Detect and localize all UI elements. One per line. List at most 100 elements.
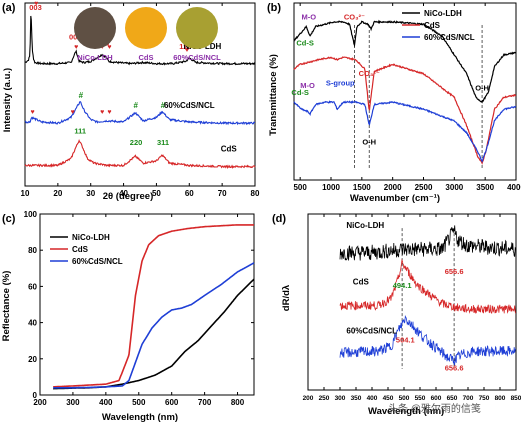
panel-d-frame <box>307 213 517 391</box>
panel-d-ylabel: dR/dλ <box>281 284 292 311</box>
panel-a-series-0 <box>24 15 256 66</box>
panel-a-xtick-label: 60 <box>185 189 194 198</box>
panel-c-series-0 <box>53 278 255 390</box>
panel-a-series-label: 60%CdS/NCL <box>164 101 215 110</box>
hash-marker: # <box>134 101 139 110</box>
panel-d-annotation: 656.6 <box>445 364 464 373</box>
panel-b-annotation: M-O <box>302 13 317 22</box>
panel-b-xlabel: Wavenumber (cm⁻¹) <box>350 193 440 204</box>
panel-c-xtick-label: 200 <box>33 398 47 407</box>
panel-c-xtick-label: 500 <box>132 398 146 407</box>
panel-b-legend-label: CdS <box>424 21 441 30</box>
panel-b-legend: NiCo-LDH CdS 60%CdS/NCL <box>402 9 475 42</box>
panel-a-annotation: 311 <box>157 138 169 147</box>
panel-d-xtick-label: 300 <box>335 395 346 402</box>
panel-a-xtick-label: 30 <box>86 189 95 198</box>
panel-a-sample-photos: NiCo-LDH CdS 60%CdS/NCL <box>74 7 221 62</box>
panel-d-annotation: 656.6 <box>445 267 464 276</box>
panel-b-xtick-label: 2000 <box>384 183 402 192</box>
panel-d-xtick-label: 600 <box>431 395 442 402</box>
panel-a-series-label: CdS <box>221 145 238 154</box>
panel-a-xlabel: 2θ (degree) <box>103 191 154 202</box>
panel-b-annotation: O-H <box>362 138 376 147</box>
panel-b-xtick-label: 3500 <box>476 183 494 192</box>
panel-a-xtick-label: 20 <box>53 189 62 198</box>
panel-b-legend-label: NiCo-LDH <box>424 9 462 18</box>
panel-a-xtick-label: 10 <box>21 189 30 198</box>
photo-label-nico-ldh: NiCo-LDH <box>77 53 112 62</box>
panel-c-drs: (c) Wavelength (nm) Reflectance (%) 200 3… <box>1 210 255 423</box>
panel-b-xtick-label: 1000 <box>322 183 340 192</box>
panel-a-series-1 <box>24 101 256 126</box>
panel-a-annotation: 110 <box>179 42 191 51</box>
panel-b-annotation: CO₃²⁻ <box>359 69 380 78</box>
watermark-text: 头条 @雅尔雨的信笺 <box>388 402 481 415</box>
panel-c-plot <box>39 213 255 396</box>
heart-marker: ♥ <box>34 0 38 7</box>
panel-b-annotation: S-group <box>326 79 355 88</box>
panel-a-annotation: 220 <box>130 138 143 147</box>
panel-d-derivative: (d) dR/dλ 200 250 300 350 400 450 500 550 600 650… <box>272 213 521 417</box>
panel-a-series-2 <box>24 139 256 170</box>
panel-c-series-1 <box>53 224 254 388</box>
panel-c-xtick-label: 600 <box>165 398 179 407</box>
panel-c-legend-label: CdS <box>72 245 89 254</box>
panel-c-xtick-label: 400 <box>99 398 113 407</box>
panel-c-xlabel: Wavelength (nm) <box>102 412 178 423</box>
panel-c-letter: (c) <box>2 213 16 225</box>
photo-label-60cds-ncl: 60%CdS/NCL <box>173 53 221 62</box>
panel-d-xtick-label: 400 <box>367 395 378 402</box>
panel-d-xtick-label: 750 <box>479 395 490 402</box>
heart-marker: ♥ <box>30 109 34 116</box>
panel-c-legend-label: NiCo-LDH <box>72 233 110 242</box>
hash-marker: # <box>161 101 166 110</box>
panel-d-xtick-label: 700 <box>463 395 474 402</box>
panel-d-xtick-label: 650 <box>447 395 458 402</box>
panel-a-xtick-label: 70 <box>218 189 227 198</box>
panel-d-xtick-label: 800 <box>495 395 506 402</box>
panel-a-ylabel: Intensity (a.u.) <box>2 68 13 132</box>
panel-d-letter: (d) <box>272 213 286 225</box>
panel-d-annotation: 494.1 <box>393 281 412 290</box>
panel-d-xtick-label: 250 <box>319 395 330 402</box>
panel-c-series-2 <box>53 262 255 389</box>
panel-a-xtick-label: 50 <box>152 189 161 198</box>
panel-b-xtick-label: 3000 <box>445 183 463 192</box>
panel-d-xlabel: Wavelength (nm) <box>368 406 444 417</box>
panel-c-legend-label: 60%CdS/NCL <box>72 257 123 266</box>
panel-b-annotation: Cd-S <box>296 38 314 47</box>
panel-b-annotation: M-O <box>300 81 315 90</box>
panel-d-series-2 <box>339 315 517 366</box>
panel-b-series-0 <box>293 19 517 104</box>
panel-a-annotation: 003 <box>29 3 42 12</box>
heart-marker: ♥ <box>107 44 111 51</box>
panel-a-frame <box>24 2 256 187</box>
heart-marker: ♥ <box>100 109 104 116</box>
panel-b-legend-label: 60%CdS/NCL <box>424 33 475 42</box>
panel-c-xtick-label: 700 <box>198 398 212 407</box>
panel-d-xtick-label: 350 <box>351 395 362 402</box>
panel-b-xtick-label: 4000 <box>507 183 521 192</box>
panel-c-frame <box>39 213 255 396</box>
panel-c-legend: NiCo-LDH CdS 60%CdS/NCL <box>50 233 123 266</box>
panel-d-xtick-label: 200 <box>303 395 314 402</box>
panel-d-series-0 <box>339 225 517 261</box>
panel-b-xtick-label: 2500 <box>415 183 433 192</box>
photo-nico-ldh <box>74 7 116 49</box>
panel-c-ytick-label: 60 <box>28 282 37 291</box>
panel-b-series-1 <box>293 56 517 165</box>
photo-cds <box>125 7 167 49</box>
heart-marker: ♥ <box>107 109 111 116</box>
panel-d-xtick-label: 850 <box>511 395 521 402</box>
panel-a-letter: (a) <box>2 2 16 14</box>
panel-d-tick-labels: 200 250 300 350 400 450 500 550 600 650 700 750 800 8… <box>303 395 521 402</box>
panel-c-ytick-label: 0 <box>33 391 38 400</box>
panel-b-series-2 <box>293 100 517 163</box>
panel-d-annotation: 504.1 <box>396 335 415 344</box>
panel-b-tick-labels: 500 1000 1500 2000 2500 3000 3500 4000 <box>293 183 521 192</box>
panel-a-xtick-label: 40 <box>119 189 128 198</box>
panel-b-annotation: CO₃²⁻ <box>344 13 365 22</box>
panel-b-letter: (b) <box>267 2 281 14</box>
